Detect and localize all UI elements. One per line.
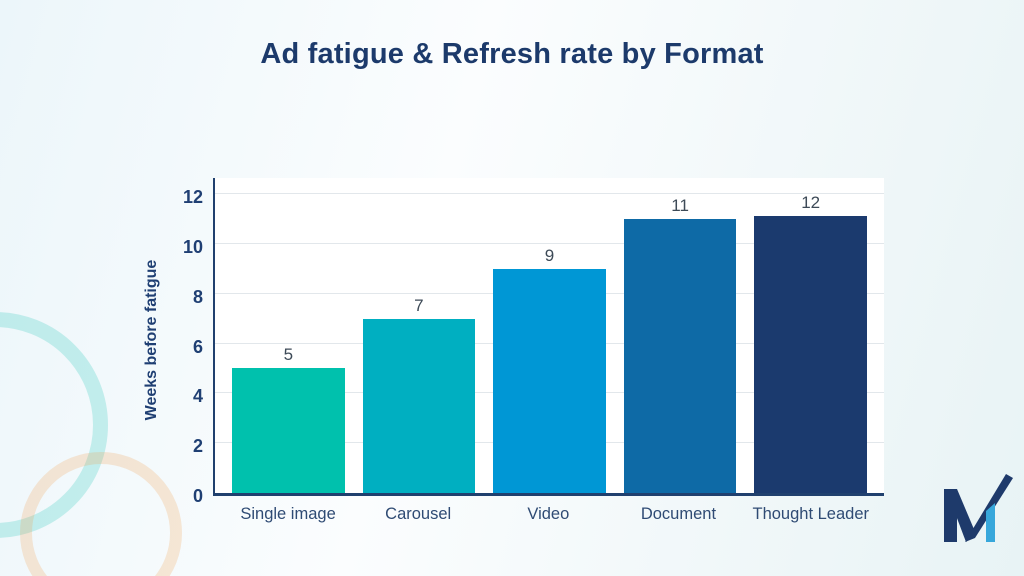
gridline [215, 242, 884, 244]
bar-column: 12 [754, 194, 867, 493]
x-category-label: Carousel [385, 505, 452, 523]
x-category-label: Thought Leader [752, 505, 870, 523]
bar-column: 11 [623, 194, 737, 493]
bar-column: 5 [232, 194, 345, 493]
y-tick-label: 4 [192, 386, 203, 407]
chart-title: Ad fatigue & Refresh rate by Format [260, 38, 764, 70]
y-tick-label: 12 [182, 187, 203, 207]
y-tick-label: 6 [192, 336, 203, 357]
bar-value-label: 12 [801, 193, 821, 212]
bar-column: 7 [362, 194, 476, 493]
gridline [215, 193, 884, 194]
bar-column: 9 [493, 194, 606, 493]
y-axis-tick-labels: 0 2 4 6 8 10 12 [148, 188, 203, 505]
x-category-label: Document [640, 505, 717, 523]
bar-series: 5 7 9 11 12 [215, 194, 884, 493]
bar-value-label: 11 [671, 195, 689, 215]
bar [623, 218, 737, 493]
x-category-label: Single image [240, 505, 336, 523]
bar [362, 318, 476, 493]
plot-area: 5 7 9 11 12 [213, 178, 884, 496]
plot-scale-region: 5 7 9 11 12 [215, 193, 884, 493]
bar-value-label: 7 [414, 295, 424, 315]
bar [754, 216, 867, 493]
y-tick-label: 8 [192, 286, 203, 307]
x-category-label: Video [527, 505, 570, 523]
bar [232, 368, 345, 493]
m-checkmark-logo-icon [944, 474, 1013, 542]
bar [493, 268, 606, 493]
x-axis-category-labels: Single image Carousel Video Document Thought… [215, 505, 886, 524]
bar-value-label: 9 [544, 245, 555, 265]
y-tick-label: 2 [192, 436, 203, 457]
y-tick-label: 10 [182, 236, 203, 257]
y-tick-label: 0 [192, 486, 203, 506]
bar-value-label: 5 [283, 345, 294, 365]
